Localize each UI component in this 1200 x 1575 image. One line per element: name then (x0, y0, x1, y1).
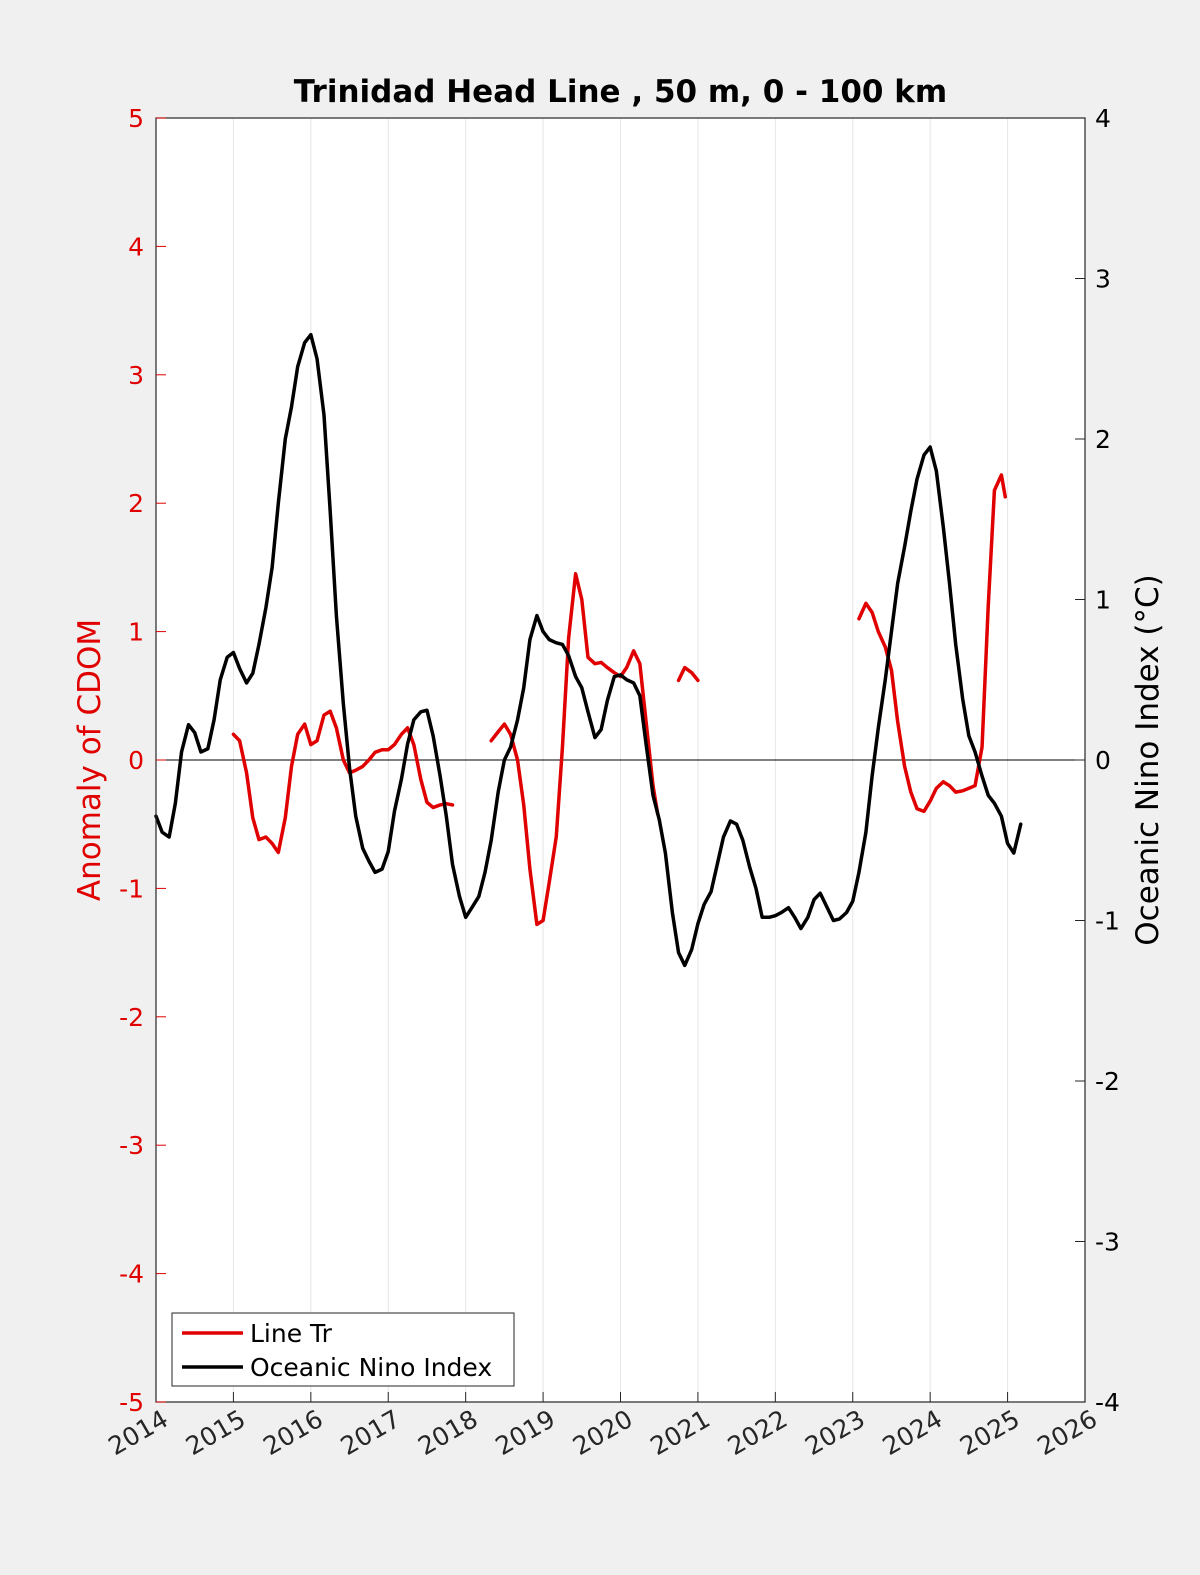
y2-tick-label: 3 (1095, 265, 1111, 294)
series-line-line-tr (231, 709, 455, 855)
y-tick-label: 2 (128, 489, 144, 518)
series-line-line-tr (489, 572, 660, 927)
legend: Line Tr Oceanic Nino Index (171, 1312, 515, 1387)
y2-axis-label: Oceanic Nino Index (°C) (1130, 574, 1166, 945)
y-tick-label: -5 (119, 1388, 144, 1417)
y2-tick-label: -3 (1095, 1228, 1120, 1257)
y-tick-label: -1 (119, 874, 144, 903)
y-axis-label: Anomaly of CDOM (72, 619, 108, 901)
series-line-line-tr (676, 665, 700, 683)
legend-box (171, 1312, 515, 1387)
y-tick-label: -4 (119, 1260, 144, 1289)
y2-tick-label: 0 (1095, 746, 1111, 775)
y2-tick-label: 2 (1095, 425, 1111, 454)
y2-tick-label: -4 (1095, 1388, 1120, 1417)
chart-title: Trinidad Head Line , 50 m, 0 - 100 km (294, 74, 947, 110)
y2-tick-label: -1 (1095, 907, 1120, 936)
series-line-oceanic-nino-index (154, 332, 1023, 968)
series-line-line-tr (857, 473, 1008, 814)
y-tick-label: 0 (128, 746, 144, 775)
y2-tick-label: 1 (1095, 586, 1111, 615)
y2-tick-label: -2 (1095, 1067, 1120, 1096)
y-tick-label: 4 (128, 232, 144, 261)
y-tick-label: 1 (128, 618, 144, 647)
legend-label-line-tr: Line Tr (250, 1319, 333, 1348)
legend-label-oceanic-nino-index: Oceanic Nino Index (250, 1353, 492, 1382)
y-tick-label: 3 (128, 361, 144, 390)
y-tick-label: -3 (119, 1131, 144, 1160)
y2-tick-label: 4 (1095, 104, 1111, 133)
y-tick-label: 5 (128, 104, 144, 133)
y-tick-label: -2 (119, 1003, 144, 1032)
series-layer (154, 332, 1023, 968)
